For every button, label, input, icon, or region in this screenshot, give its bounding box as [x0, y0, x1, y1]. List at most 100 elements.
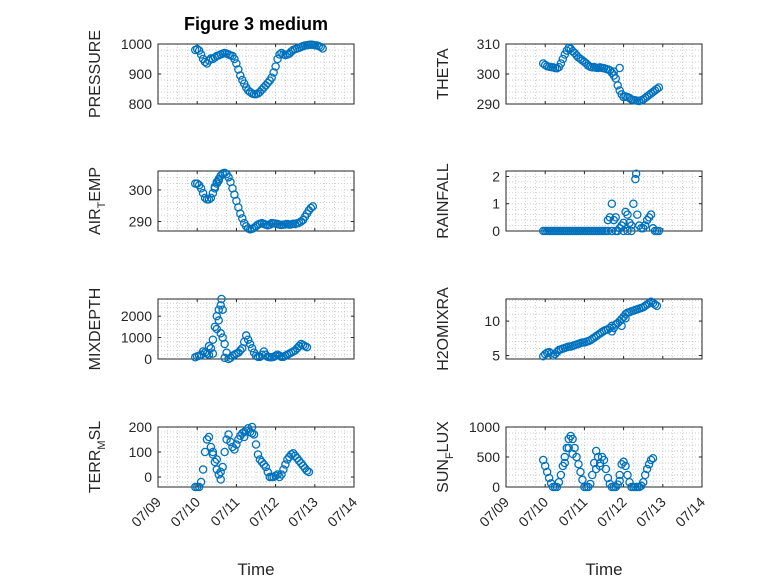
- data-point: [234, 65, 243, 74]
- y-axis-label: SUNFLUX: [435, 421, 456, 493]
- data-point: [560, 458, 570, 468]
- data-point: [615, 476, 624, 486]
- data-point: [236, 71, 245, 80]
- data-point: [568, 449, 577, 459]
- x-axis-label-left: Time: [237, 560, 274, 579]
- data-point: [544, 473, 554, 483]
- y-tick-label: 900: [129, 66, 153, 82]
- data-point: [558, 54, 568, 64]
- data-point: [220, 339, 229, 349]
- data-point: [556, 59, 566, 68]
- x-axis-label-right: Time: [585, 560, 622, 579]
- subplot-4: 0 1 2 RAINFALL: [435, 163, 703, 239]
- data-point: [208, 349, 218, 358]
- data-point: [269, 68, 278, 77]
- data-point: [198, 188, 208, 198]
- y-tick-label: 290: [477, 96, 501, 112]
- x-tick-label: 07/09: [476, 494, 512, 530]
- data-point: [546, 349, 556, 358]
- data-point: [615, 63, 624, 73]
- y-axis-label: RAINFALL: [435, 163, 452, 239]
- x-tick-label: 07/14: [672, 494, 708, 530]
- data-point: [200, 193, 210, 203]
- data-point: [216, 329, 225, 338]
- data-point: [217, 294, 226, 304]
- data-point: [210, 184, 220, 193]
- data-point: [216, 301, 225, 310]
- data-point: [204, 432, 214, 442]
- data-point: [568, 434, 577, 444]
- data-point: [316, 42, 325, 52]
- y-tick-label: 10: [484, 313, 500, 329]
- y-tick-label: 300: [477, 66, 501, 82]
- data-point: [206, 442, 216, 452]
- data-point: [586, 479, 595, 489]
- data-point: [619, 457, 628, 467]
- data-point: [640, 221, 650, 230]
- x-tick-label: 07/10: [515, 494, 551, 530]
- data-point: [236, 346, 245, 355]
- data-point: [247, 428, 257, 438]
- x-tick-label: 07/11: [207, 494, 243, 530]
- data-point: [617, 459, 626, 469]
- y-axis-label: THETA: [435, 48, 452, 100]
- data-point: [607, 327, 617, 336]
- data-point: [294, 341, 304, 351]
- y-tick-label: 2000: [121, 308, 152, 324]
- y-axis-label: AIRTEMP: [87, 167, 108, 235]
- data-point: [621, 461, 630, 471]
- axes-frame: [505, 298, 703, 360]
- data-point: [251, 440, 261, 449]
- data-point: [253, 450, 263, 459]
- data-point: [239, 432, 249, 442]
- y-tick-label: 500: [477, 449, 501, 465]
- data-point: [584, 61, 593, 70]
- data-point: [220, 353, 229, 363]
- data-point: [247, 422, 257, 432]
- data-point: [595, 458, 605, 468]
- y-tick-label: 2: [492, 168, 500, 184]
- y-tick-label: 0: [492, 223, 500, 239]
- y-tick-label: 1000: [121, 330, 152, 346]
- y-tick-label: 0: [492, 479, 500, 495]
- data-point: [214, 305, 224, 314]
- data-point: [273, 470, 282, 479]
- data-point: [214, 470, 224, 479]
- y-tick-label: 1000: [121, 36, 152, 52]
- data-point: [564, 443, 573, 453]
- data-point: [640, 470, 650, 480]
- data-point: [542, 467, 552, 477]
- data-point: [210, 322, 220, 332]
- data-point: [318, 44, 327, 53]
- data-point: [646, 455, 656, 465]
- data-point: [652, 301, 662, 311]
- data-point: [591, 464, 601, 474]
- data-point: [200, 57, 210, 67]
- data-point: [601, 464, 611, 474]
- x-tick-label: 07/11: [555, 494, 591, 530]
- subplot-6: 5 10 H2OMIXRA: [435, 287, 703, 371]
- x-tick-label: 07/10: [167, 494, 203, 530]
- data-point: [210, 457, 220, 467]
- data-point: [196, 477, 206, 487]
- data-point: [194, 482, 204, 492]
- data-point: [576, 467, 585, 477]
- data-point: [214, 316, 224, 325]
- subplot-7: 0 100 200 TERRMSL 07/09 07/10 07/11 07/12 07/13 0…: [87, 419, 360, 530]
- subplot-2: 290 300 310 THETA: [435, 36, 703, 112]
- data-point: [540, 461, 550, 471]
- data-point: [644, 459, 654, 469]
- data-point: [204, 195, 214, 204]
- data-point: [617, 321, 626, 331]
- data-point: [574, 459, 583, 469]
- data-point: [259, 460, 269, 469]
- data-point: [202, 435, 212, 444]
- data-point: [607, 226, 617, 236]
- data-point: [654, 83, 664, 92]
- y-tick-label: 1000: [469, 419, 500, 435]
- x-tick-label: 07/13: [285, 494, 321, 530]
- data-point: [627, 226, 636, 236]
- data-point: [308, 202, 318, 211]
- data-point: [198, 465, 208, 474]
- data-point: [218, 305, 227, 314]
